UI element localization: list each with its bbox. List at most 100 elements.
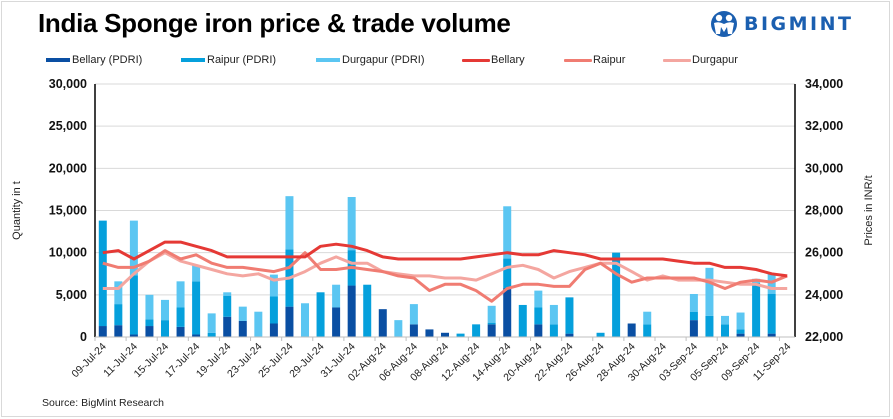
y2-axis-title: Prices in INR/t: [863, 175, 875, 245]
bar-bellary-pdri: [98, 326, 107, 337]
y-tick-label: 20,000: [49, 161, 87, 175]
legend-item-raipur-pdri: Raipur (PDRI): [181, 54, 276, 66]
bar-raipur-pdri: [596, 332, 605, 337]
bar-bellary-pdri: [269, 323, 278, 337]
bar-raipur-pdri: [736, 329, 745, 334]
bar-bellary-pdri: [425, 329, 434, 337]
bar-raipur-pdri: [612, 252, 621, 337]
bar-raipur-pdri: [705, 315, 714, 337]
legend-label: Bellary: [491, 54, 525, 66]
line-bellary: [102, 240, 788, 278]
bar-durgapur-pdri: [767, 273, 776, 294]
bar-bellary-pdri: [347, 285, 356, 337]
bar-raipur-pdri: [269, 296, 278, 324]
bar-bellary-pdri: [238, 320, 247, 337]
legend-label: Bellary (PDRI): [72, 54, 143, 66]
bar-raipur-pdri: [518, 304, 527, 337]
y-tick-label: 0: [80, 330, 87, 344]
bar-durgapur-pdri: [161, 299, 169, 321]
bar-durgapur-pdri: [207, 313, 216, 333]
source-note: Source: BigMint Research: [42, 397, 164, 409]
bar-raipur-pdri: [161, 320, 169, 337]
bar-raipur-pdri: [114, 304, 123, 326]
bar-durgapur-pdri: [129, 220, 138, 276]
bar-raipur-pdri: [192, 281, 201, 335]
bar-raipur-pdri: [176, 307, 185, 327]
logo-text: BIGMINT: [744, 13, 854, 35]
line-raipur: [102, 249, 788, 303]
bar-raipur-pdri: [456, 333, 465, 337]
bar-durgapur-pdri: [332, 284, 341, 308]
bar-bellary-pdri: [145, 326, 154, 337]
y2-tick-label: 32,000: [805, 119, 843, 133]
bar-bellary-pdri: [285, 306, 294, 337]
bar-durgapur-pdri: [534, 290, 543, 308]
bar-bellary-pdri: [192, 334, 201, 337]
bar-bellary-pdri: [487, 324, 496, 337]
legend-line: [462, 58, 490, 62]
bar-durgapur-pdri: [549, 304, 558, 325]
legend-label: Raipur (PDRI): [207, 54, 277, 66]
bigmint-logo: BIGMINT: [710, 10, 854, 38]
y-axis-title: Quantity in t: [11, 181, 23, 240]
bar-bellary-pdri: [223, 316, 232, 337]
bar-durgapur-pdri: [114, 281, 123, 305]
bar-raipur-pdri: [316, 292, 325, 337]
bar-bellary-pdri: [114, 325, 123, 337]
y-tick-label: 25,000: [49, 119, 87, 133]
bar-bellary-pdri: [441, 332, 449, 337]
bar-raipur-pdri: [223, 295, 232, 317]
bar-raipur-pdri: [565, 297, 574, 334]
bigmint-people-icon: [711, 11, 737, 37]
legend-line: [663, 58, 691, 62]
bar-durgapur-pdri: [643, 311, 652, 325]
bar-bellary-pdri: [534, 324, 543, 337]
legend-item-durgapur: Durgapur: [663, 54, 738, 66]
bar-bellary-pdri: [378, 309, 387, 337]
bar-raipur-pdri: [207, 332, 216, 337]
bar-raipur-pdri: [534, 307, 543, 325]
bar-raipur-pdri: [752, 283, 761, 337]
y-tick-label: 15,000: [49, 204, 87, 218]
y2-tick-label: 24,000: [805, 288, 843, 302]
y-tick-label: 30,000: [49, 77, 87, 91]
bar-bellary-pdri: [503, 288, 512, 337]
bar-durgapur-pdri: [223, 292, 232, 296]
bar-durgapur-pdri: [347, 197, 356, 251]
bar-raipur-pdri: [472, 324, 481, 337]
y2-tick-label: 26,000: [805, 246, 843, 260]
bar-bellary-pdri: [409, 324, 418, 337]
bar-durgapur-pdri: [176, 281, 185, 308]
bar-raipur-pdri: [363, 284, 372, 337]
bar-durgapur-pdri: [409, 304, 418, 325]
bar-bellary-pdri: [129, 334, 138, 337]
y2-tick-label: 22,000: [805, 330, 843, 344]
legend-item-raipur: Raipur: [564, 54, 625, 66]
bar-durgapur-pdri: [192, 265, 201, 282]
bar-durgapur-pdri: [394, 320, 403, 337]
bar-bellary-pdri: [627, 323, 636, 337]
bar-raipur-pdri: [643, 324, 652, 337]
bar-bellary-pdri: [176, 326, 185, 337]
chart-legend: Bellary (PDRI) Raipur (PDRI) Durgapur (P…: [44, 54, 844, 70]
bar-durgapur-pdri: [269, 274, 278, 297]
bar-durgapur-pdri: [487, 305, 496, 323]
bar-durgapur-pdri: [301, 303, 309, 337]
legend-item-bellary: Bellary: [462, 54, 525, 66]
y-tick-label: 5,000: [56, 288, 87, 302]
bar-bellary-pdri: [736, 333, 745, 337]
chart-title: India Sponge iron price & trade volume: [38, 8, 511, 38]
bar-raipur-pdri: [98, 220, 107, 327]
bar-raipur-pdri: [689, 311, 698, 321]
bar-durgapur-pdri: [145, 294, 154, 320]
legend-label: Durgapur (PDRI): [342, 54, 425, 66]
bar-durgapur-pdri: [689, 293, 698, 312]
legend-item-durgapur-pdri: Durgapur (PDRI): [316, 54, 425, 66]
bar-raipur-pdri: [129, 275, 138, 335]
legend-swatch: [181, 58, 205, 62]
bar-raipur-pdri: [145, 319, 154, 327]
bar-durgapur-pdri: [736, 312, 745, 330]
bar-bellary-pdri: [767, 333, 776, 337]
